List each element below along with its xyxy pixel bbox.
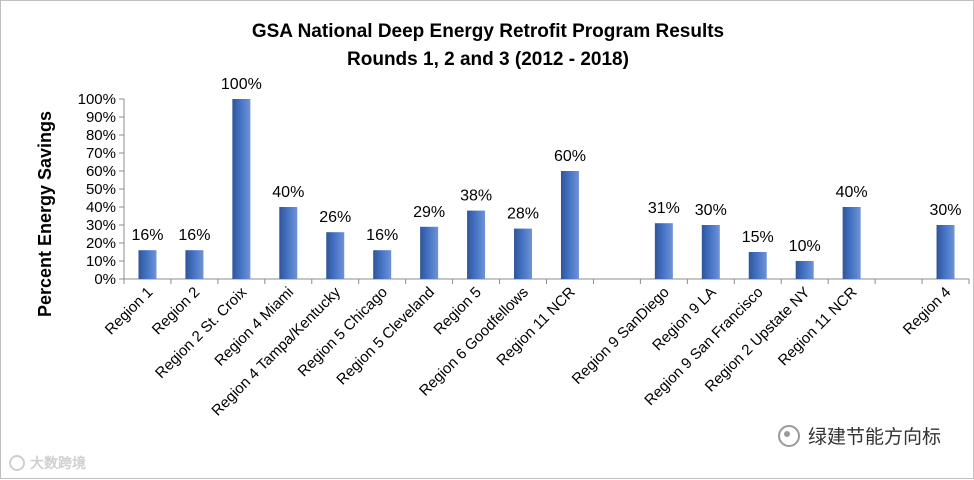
data-label: 60% <box>554 148 586 165</box>
y-tick-label: 50% <box>86 181 116 198</box>
data-label: 16% <box>366 227 398 244</box>
data-label: 100% <box>221 76 262 93</box>
bar <box>138 250 157 279</box>
data-label: 10% <box>789 238 821 255</box>
y-axis-title: Percent Energy Savings <box>35 111 55 317</box>
data-label: 40% <box>272 184 304 201</box>
wechat-logo-icon <box>777 424 800 447</box>
data-label: 16% <box>178 227 210 244</box>
data-label: 30% <box>930 202 962 219</box>
y-tick-label: 60% <box>86 163 116 180</box>
bar <box>560 171 579 279</box>
data-label: 16% <box>131 227 163 244</box>
bar <box>795 261 814 279</box>
bar <box>936 225 955 279</box>
data-labels: 16% 16% 100% 40% 26% 16% 29% 38% 28% 60% 31% 30% 15%… <box>131 76 961 255</box>
axes: 0%10%20%30%40%50%60%70%80%90%100% <box>78 91 970 288</box>
y-tick-label: 90% <box>86 109 116 126</box>
bar <box>748 252 767 279</box>
y-tick-label: 40% <box>86 199 116 216</box>
data-label: 40% <box>836 184 868 201</box>
wechat-watermark: 绿建节能方向标 <box>777 422 941 449</box>
y-tick-label: 10% <box>86 253 116 270</box>
bar <box>373 250 392 279</box>
bars <box>138 99 955 279</box>
data-label: 26% <box>319 209 351 226</box>
y-tick-label: 70% <box>86 145 116 162</box>
data-label: 31% <box>648 200 680 217</box>
data-label: 29% <box>413 204 445 221</box>
y-tick-label: 0% <box>94 271 116 288</box>
corner-logo-icon <box>9 455 25 471</box>
bar <box>654 223 673 279</box>
data-label: 28% <box>507 206 539 223</box>
bar <box>514 228 533 279</box>
data-label: 38% <box>460 188 492 205</box>
y-tick-label: 80% <box>86 127 116 144</box>
data-label: 15% <box>742 229 774 246</box>
chart-subtitle: Rounds 1, 2 and 3 (2012 - 2018) <box>347 49 629 70</box>
y-tick-label: 30% <box>86 217 116 234</box>
y-tick-label: 20% <box>86 235 116 252</box>
corner-watermark: 大数跨境 <box>9 453 86 473</box>
wechat-watermark-text: 绿建节能方向标 <box>807 427 941 448</box>
category-label: Region 1 <box>102 284 156 338</box>
bar <box>326 232 345 279</box>
chart-title: GSA National Deep Energy Retrofit Progra… <box>251 21 725 42</box>
bar <box>232 99 251 279</box>
bar <box>185 250 204 279</box>
bar <box>420 226 439 279</box>
category-label: Region 4 <box>900 284 954 338</box>
y-tick-label: 100% <box>78 91 116 108</box>
bar <box>279 207 298 279</box>
data-label: 30% <box>695 202 727 219</box>
corner-watermark-text: 大数跨境 <box>30 455 86 471</box>
bar <box>842 207 861 279</box>
bar <box>701 225 720 279</box>
bar <box>467 210 486 279</box>
